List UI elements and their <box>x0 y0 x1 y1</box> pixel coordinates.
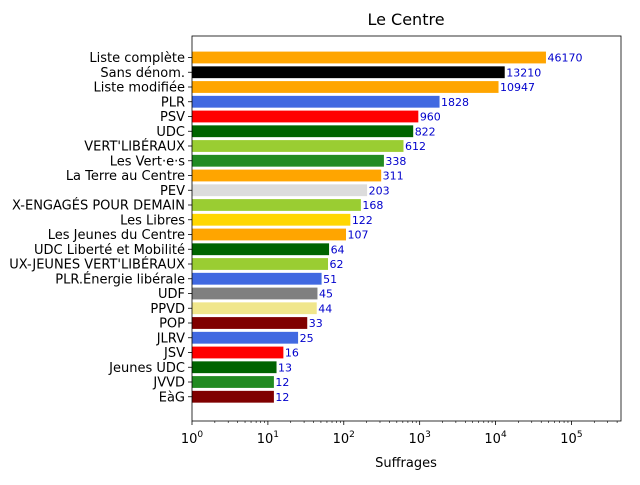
bar <box>192 110 419 123</box>
y-tick-label: Sans dénom. <box>100 66 185 81</box>
bar-value-label: 612 <box>405 140 426 153</box>
y-tick-label: UX-JEUNES VERT'LIBÉRAUX <box>9 257 185 273</box>
y-tick-label: VERT'LIBÉRAUX <box>84 139 185 155</box>
x-tick-label: 100 <box>181 430 204 447</box>
bar <box>192 317 308 329</box>
bar <box>192 199 361 211</box>
y-tick-label: POP <box>159 317 185 332</box>
bar <box>192 66 505 79</box>
bar-value-label: 311 <box>383 170 404 183</box>
x-axis-label: Suffrages <box>375 456 437 471</box>
x-tick-label: 105 <box>560 430 582 447</box>
bar <box>192 272 322 285</box>
bar-value-label: 51 <box>323 273 337 286</box>
y-tick-label: PLR <box>161 95 185 110</box>
y-tick-label: UDC Liberté et Mobilité <box>34 243 185 258</box>
y-tick-label: UDC <box>156 125 185 140</box>
plot-frame <box>191 35 622 422</box>
y-tick-label: Liste complète <box>89 51 185 66</box>
bar <box>192 376 274 388</box>
bar-value-label: 45 <box>319 288 333 301</box>
bar <box>192 258 329 270</box>
bar-value-label: 16 <box>285 347 299 360</box>
bar <box>192 184 368 197</box>
y-tick-label: Liste modifiée <box>93 81 185 96</box>
y-tick-label: PPVD <box>150 302 185 317</box>
y-tick-label: PLR.Énergie libérale <box>55 271 185 287</box>
y-tick-label: Les Libres <box>120 213 185 228</box>
bar <box>192 81 499 93</box>
bar <box>192 228 347 241</box>
y-tick-label: PEV <box>160 184 185 199</box>
y-tick-label: JVVD <box>152 376 185 391</box>
bar-value-label: 33 <box>309 317 323 330</box>
bar-value-label: 122 <box>352 214 373 227</box>
bar-value-label: 13210 <box>506 66 541 79</box>
bar-value-label: 822 <box>415 125 436 138</box>
x-tick-label: 102 <box>333 430 355 447</box>
bar <box>192 51 546 64</box>
x-tick-label: 101 <box>257 430 279 447</box>
bar-value-label: 64 <box>331 243 345 256</box>
bar-value-label: 10947 <box>500 81 535 94</box>
bar <box>192 331 299 344</box>
chart-title: Le Centre <box>367 10 444 29</box>
bar <box>192 213 351 226</box>
bar-value-label: 338 <box>385 155 406 168</box>
bar-value-label: 12 <box>275 391 289 404</box>
bar <box>192 243 330 256</box>
bar <box>192 95 440 108</box>
bar-value-label: 46170 <box>547 52 582 65</box>
bar <box>192 140 404 152</box>
bar-value-label: 44 <box>318 302 332 315</box>
x-tick-label: 103 <box>409 430 431 447</box>
y-tick-label: Jeunes UDC <box>108 361 185 376</box>
bar-value-label: 203 <box>369 184 390 197</box>
y-tick-label: JLRV <box>156 331 185 346</box>
bar-value-label: 62 <box>330 258 344 271</box>
bar <box>192 302 317 315</box>
bar <box>192 390 274 403</box>
y-tick-label: PSV <box>160 110 185 125</box>
bar-value-label: 168 <box>362 199 383 212</box>
bar <box>192 125 414 138</box>
bar-value-label: 960 <box>420 111 441 124</box>
bar <box>192 287 318 300</box>
bar-value-label: 12 <box>275 376 289 389</box>
y-tick-label: X-ENGAGÉS POUR DEMAIN <box>12 198 185 214</box>
y-tick-label: Les Vert·e·s <box>110 154 186 169</box>
bar <box>192 169 382 182</box>
bar-value-label: 13 <box>278 361 292 374</box>
bar-value-label: 107 <box>348 229 369 242</box>
y-tick-label: UDF <box>158 287 185 302</box>
y-tick-label: La Terre au Centre <box>66 169 185 184</box>
bar-value-label: 25 <box>300 332 314 345</box>
bar-value-label: 1828 <box>441 96 469 109</box>
bar <box>192 346 284 359</box>
bar <box>192 361 277 374</box>
y-tick-label: EàG <box>159 390 185 405</box>
y-tick-label: Les Jeunes du Centre <box>48 228 185 243</box>
y-tick-label: JSV <box>163 346 185 361</box>
x-tick-label: 104 <box>484 430 507 447</box>
bar <box>192 154 384 167</box>
